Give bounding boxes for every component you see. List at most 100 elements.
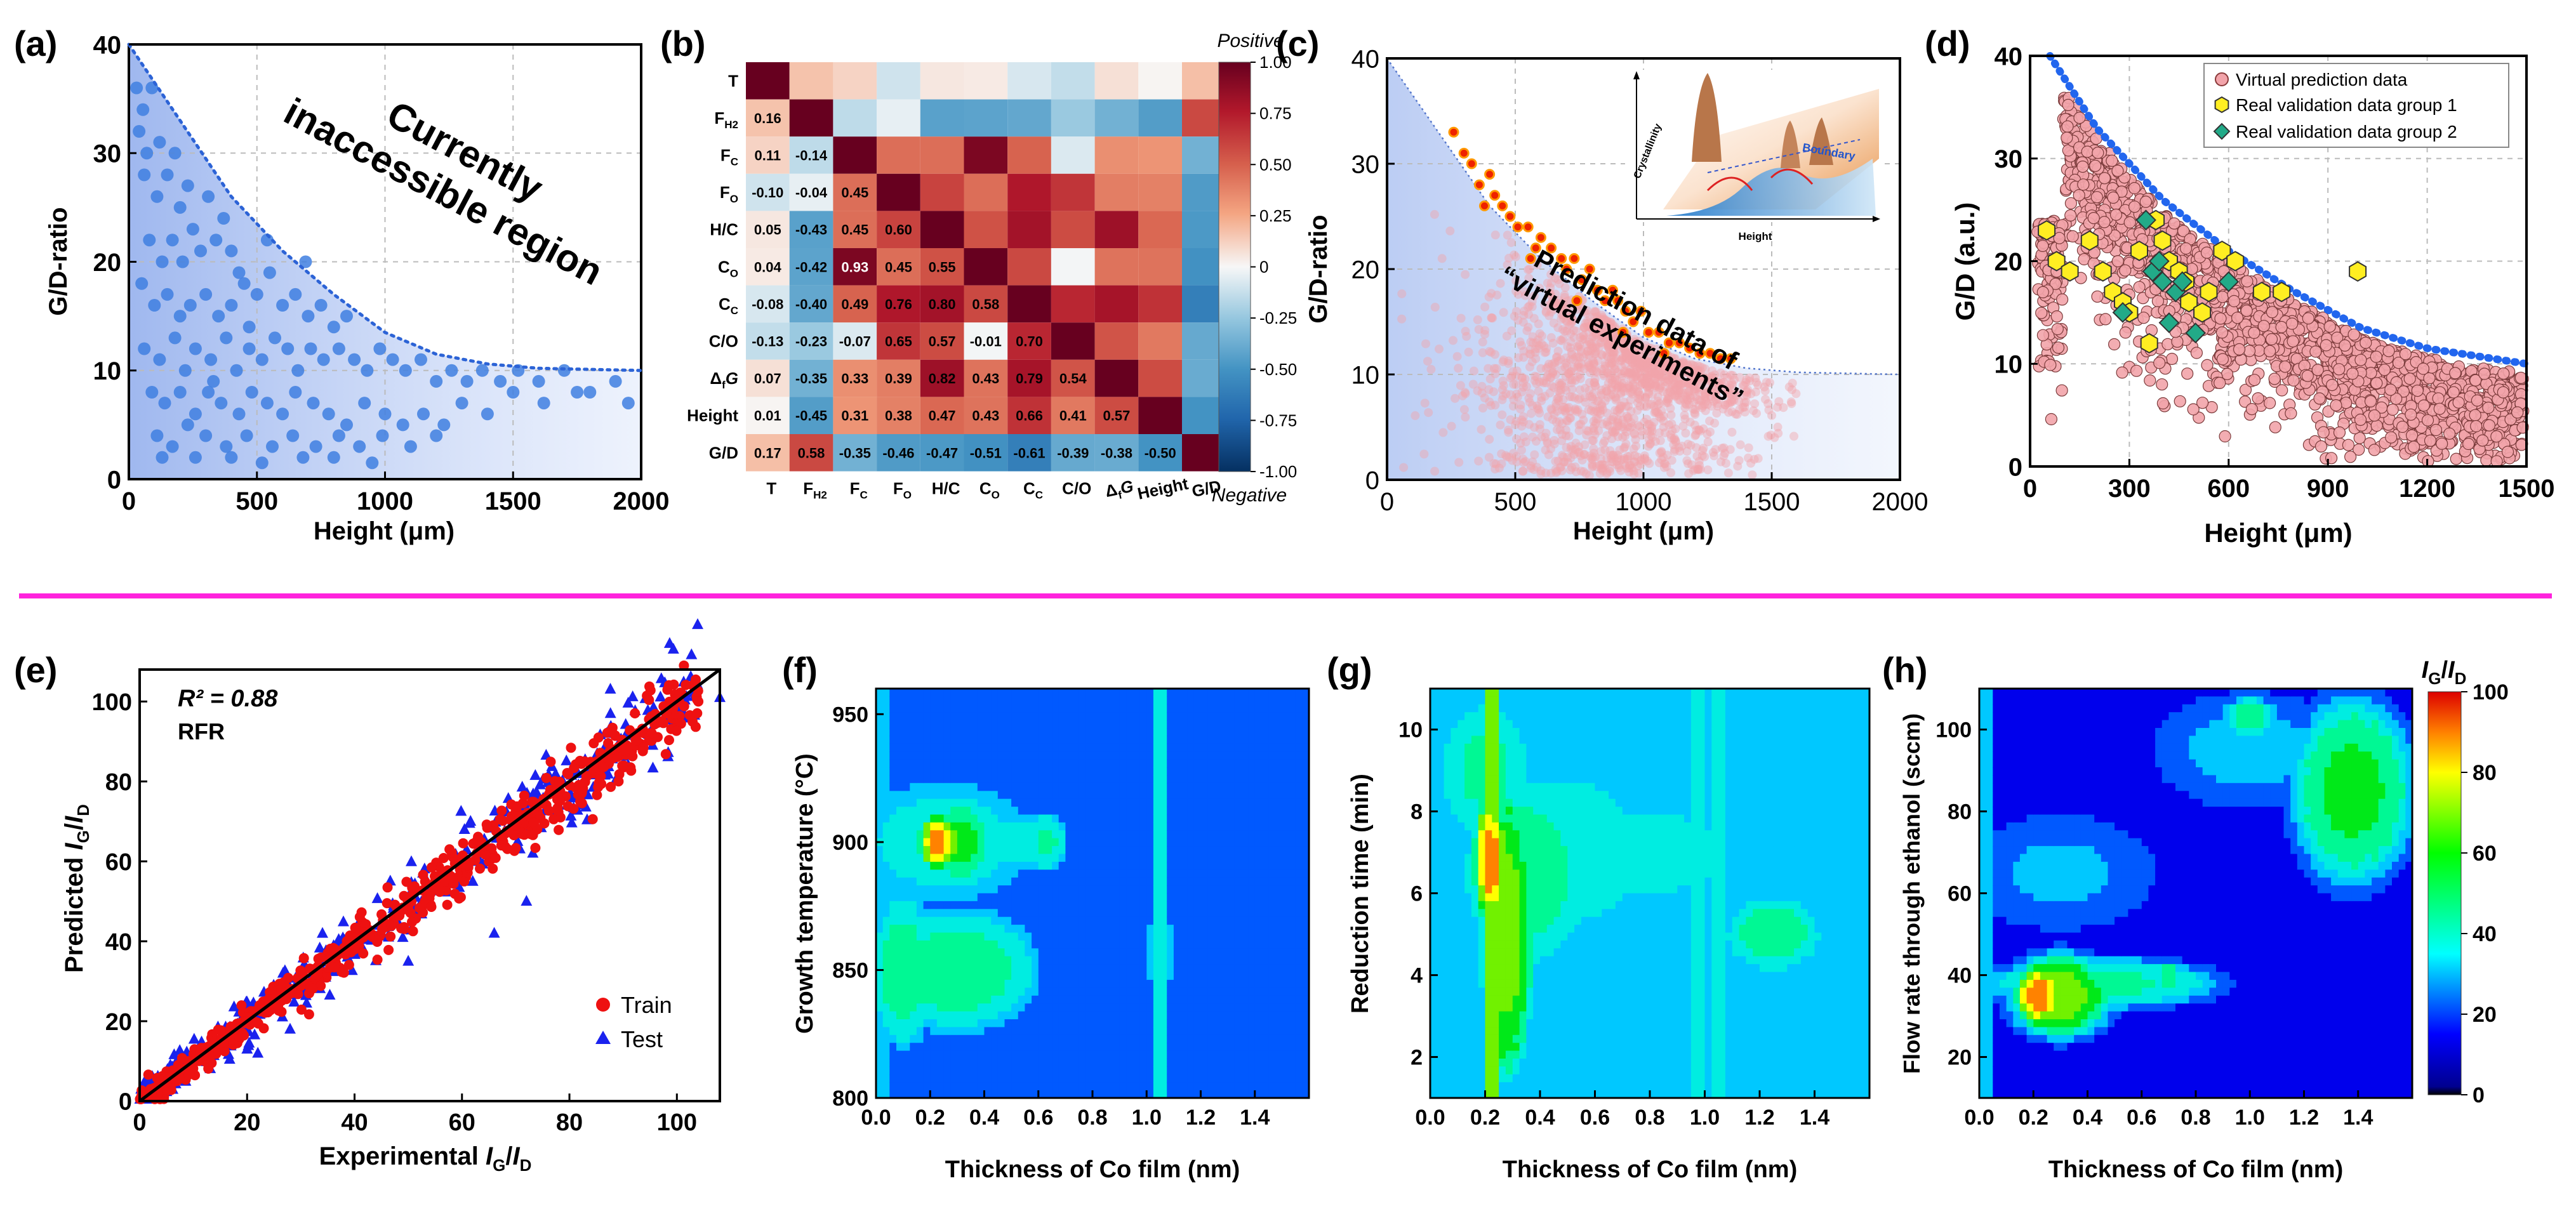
panel-d-virtual-point xyxy=(2344,451,2357,463)
panel-c-virtual-point xyxy=(1419,449,1429,459)
panel-d-virtual-point xyxy=(2417,362,2429,375)
panel-b-cell xyxy=(1007,248,1051,286)
panel-e-test-point xyxy=(692,618,704,630)
panel-e-train-point xyxy=(658,718,668,729)
panel-d-virtual-point xyxy=(2187,403,2200,416)
panel-d-virtual-point xyxy=(2364,395,2377,408)
panel-c-virtual-point xyxy=(1489,459,1499,468)
panel-c-virtual-point xyxy=(1535,408,1544,418)
panel-a-point xyxy=(194,244,207,258)
panel-b-heatmap-cells: 0.160.11 -0.14-0.10 -0.04 0.450.05 -0.43 0.45… xyxy=(746,62,1226,472)
panel-d-label: (d) xyxy=(1925,23,1970,63)
panel-c-virtual-point xyxy=(1492,364,1501,373)
panel-c-label: (c) xyxy=(1276,23,1319,63)
panel-d-virtual-point xyxy=(2264,397,2276,409)
panel-b-cell xyxy=(1051,397,1095,434)
panel-c-virtual-point xyxy=(1532,338,1541,348)
panel-b-row-label: CC xyxy=(719,294,738,317)
panel-c-virtual-point xyxy=(1474,456,1484,466)
panel-c-virtual-point xyxy=(1690,408,1699,418)
panel-e-train-point xyxy=(548,814,559,824)
panel-c-virtual-point xyxy=(1529,314,1539,323)
panel-d-group1-point xyxy=(2130,241,2148,261)
panel-d-virtual-point xyxy=(2077,178,2090,191)
panel-c-virtual-point xyxy=(1613,451,1623,460)
panel-d-ytick-label: 20 xyxy=(1995,248,2023,276)
panel-b-col-label: T xyxy=(766,479,776,498)
panel-d-virtual-point xyxy=(2384,383,2397,396)
panel-c-virtual-point xyxy=(1624,381,1633,391)
panel-c-virtual-point xyxy=(1604,333,1614,342)
panel-a-point xyxy=(260,397,274,410)
panel-d-group1-point xyxy=(2061,261,2079,282)
panel-a-point xyxy=(386,353,399,366)
panel-c-virtual-point xyxy=(1624,463,1634,473)
panel-c-virtual-point xyxy=(1399,463,1409,472)
panel-c-virtual-point xyxy=(1504,356,1513,366)
panel-a-point xyxy=(145,386,159,399)
panel-c-ytick-label: 10 xyxy=(1351,361,1380,389)
panel-e-xtick-label: 40 xyxy=(341,1109,368,1136)
panel-e-train-point xyxy=(613,776,624,787)
panel-b-cell xyxy=(877,136,920,174)
panel-e-test-point xyxy=(604,682,616,694)
panel-c-virtual-point xyxy=(1513,289,1523,299)
panel-d-virtual-point xyxy=(2287,374,2300,387)
panel-b-row-label: Height xyxy=(687,406,738,425)
panel-f-cell xyxy=(876,775,884,784)
panel-b-cell xyxy=(1007,211,1051,248)
panel-b-cell xyxy=(920,173,964,211)
panel-a-point xyxy=(322,407,335,421)
panel-e-train-point xyxy=(587,814,598,824)
panel-e-xtick-label: 60 xyxy=(449,1109,475,1136)
panel-c-virtual-point xyxy=(1541,446,1550,454)
panel-c-virtual-point xyxy=(1640,402,1649,411)
panel-d-group1-point xyxy=(2226,251,2245,272)
panel-a-point xyxy=(358,397,371,410)
panel-c-virtual-point xyxy=(1424,408,1433,418)
panel-c-virtual-point xyxy=(1694,425,1704,435)
panel-b-cell-value: 0.55 xyxy=(929,259,956,275)
panel-c-virtual-point xyxy=(1551,300,1560,309)
panel-c-virtual-point xyxy=(1633,461,1642,471)
panel-e-train-point xyxy=(630,708,641,718)
panel-c-edge-point xyxy=(1512,221,1524,233)
panel-d-virtual-point xyxy=(2216,353,2229,366)
panel-c-virtual-point xyxy=(1506,415,1515,425)
panel-b-cell xyxy=(877,359,920,397)
panel-b-cell xyxy=(920,136,964,174)
panel-c-virtual-point xyxy=(1680,411,1689,420)
panel-a-point xyxy=(232,407,246,421)
panel-e-train-point xyxy=(149,1093,160,1104)
panel-e-train-point xyxy=(409,881,420,892)
panel-a-point xyxy=(150,190,164,203)
panel-e-test-point xyxy=(324,989,336,1000)
panel-b-cell xyxy=(920,99,964,137)
panel-a-point xyxy=(415,353,427,366)
panel-c-virtual-point xyxy=(1647,390,1657,399)
panel-c-virtual-point xyxy=(1683,459,1693,468)
panel-e-train-point xyxy=(418,869,428,880)
panel-c-virtual-point xyxy=(1703,465,1713,475)
panel-c-edge-point xyxy=(1448,126,1459,138)
panel-b-colorbar-positive: Positive xyxy=(1217,30,1284,51)
panel-c-virtual-point xyxy=(1595,322,1604,332)
panel-b-cell xyxy=(1094,397,1139,434)
panel-c-ytick-label: 0 xyxy=(1365,466,1379,494)
panel-d-virtual-point xyxy=(2449,367,2462,380)
panel-b-cell xyxy=(1051,434,1095,472)
panel-b-cell-value: -0.61 xyxy=(1013,445,1045,461)
panel-e-train-point xyxy=(458,838,468,849)
panel-b-colorbar-tick-label: -0.25 xyxy=(1259,308,1297,327)
panel-d-virtual-point xyxy=(2174,395,2186,407)
panel-c-virtual-point xyxy=(1572,407,1582,416)
panel-c-virtual-point xyxy=(1748,470,1757,480)
panel-d-virtual-point xyxy=(2360,336,2372,349)
panel-d-group1-point xyxy=(2273,281,2291,303)
panel-b-cell-value: 0.43 xyxy=(972,371,999,386)
panel-b: (b) 0.160.11 -0.14-0.10 -0.04 0.450.05 -0.43… xyxy=(660,23,1297,506)
panel-c-virtual-point xyxy=(1517,415,1527,425)
panel-c-virtual-point xyxy=(1435,344,1444,353)
panel-c-virtual-point xyxy=(1522,326,1532,336)
